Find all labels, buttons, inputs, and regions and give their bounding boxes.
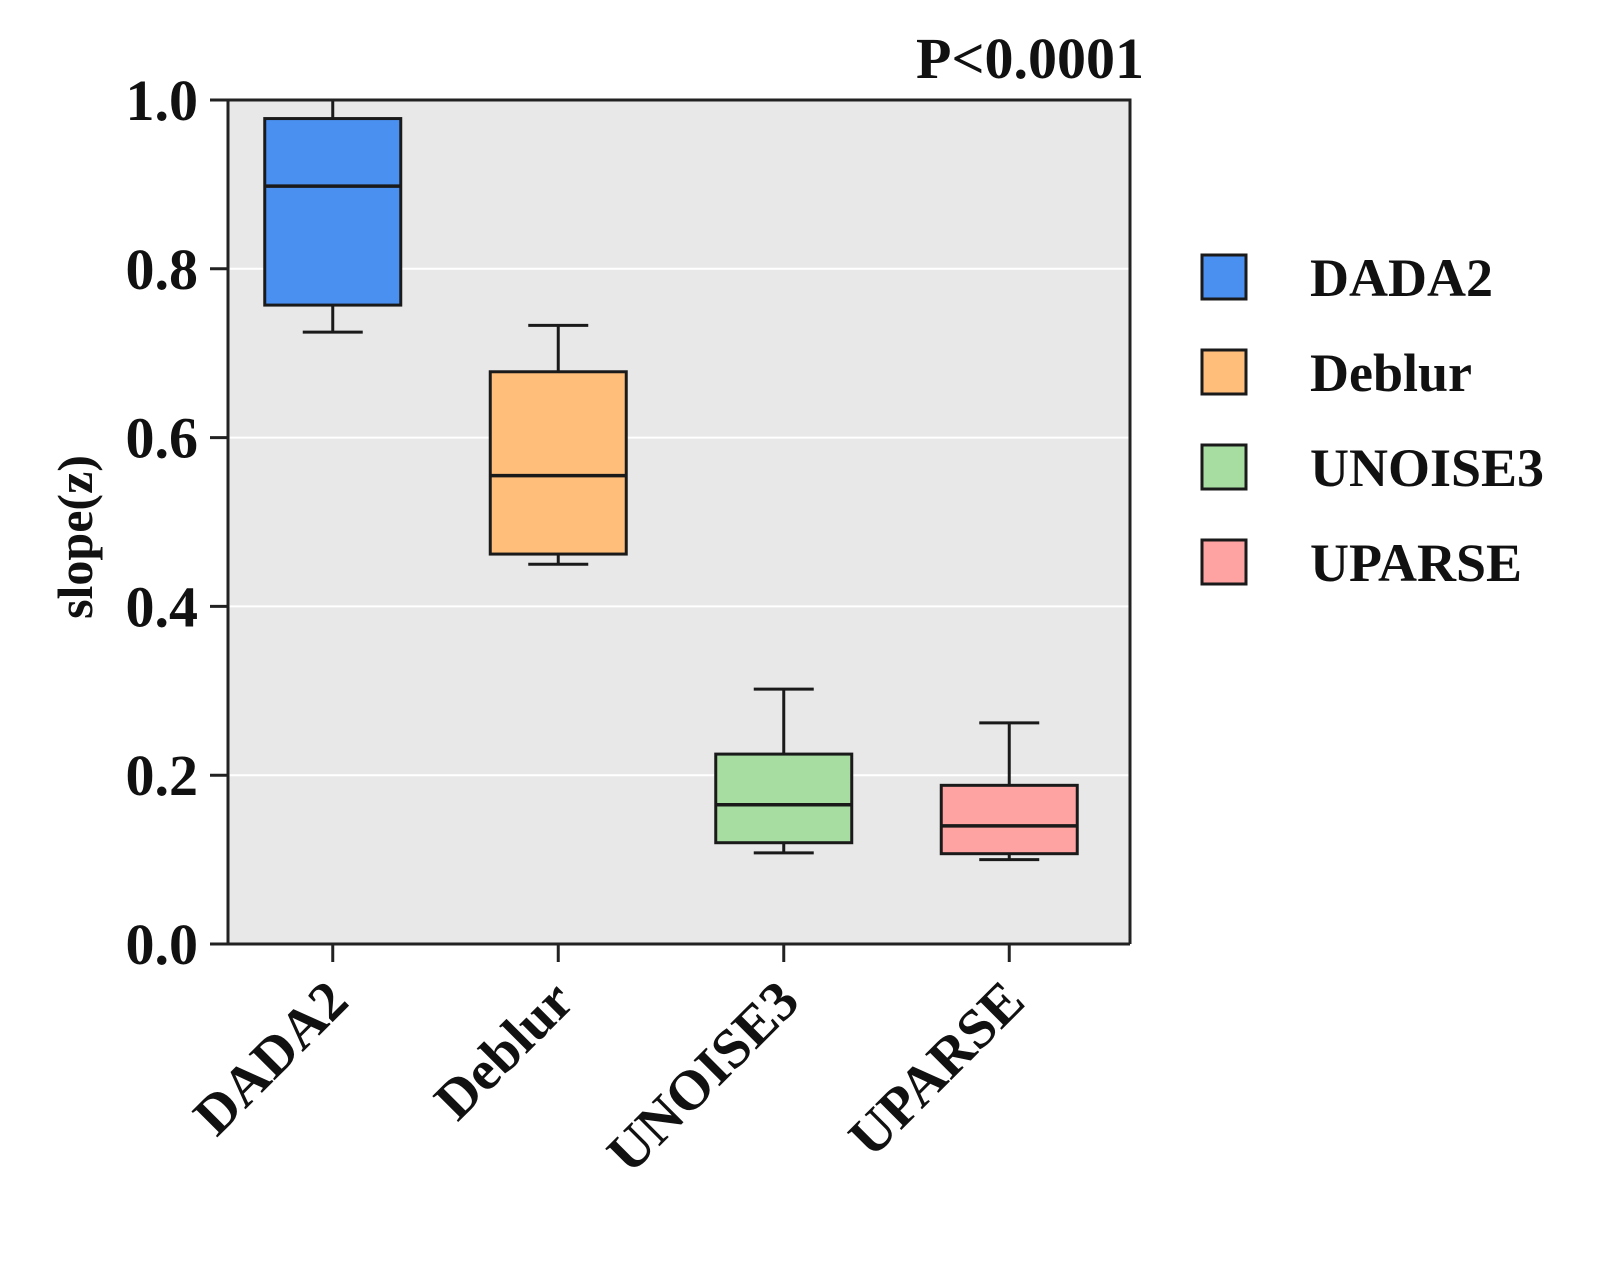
x-tick-label: UPARSE [837,969,1036,1168]
x-tick-label: DADA2 [182,969,360,1147]
legend-label: UPARSE [1310,533,1522,593]
iqr-box [488,370,628,556]
y-axis-title: slope(z) [47,455,103,619]
box-uparse [939,721,1079,862]
legend-swatch [1200,348,1248,396]
box-unoise3 [714,687,854,855]
p-value-annotation: P<0.0001 [916,26,1144,91]
legend-item-deblur: Deblur [1200,343,1472,403]
legend-label: Deblur [1310,343,1472,403]
boxes [263,98,1079,862]
box-dada2 [263,98,403,334]
y-tick-label: 1.0 [126,68,199,133]
y-tick-label: 0.0 [126,912,199,977]
iqr-box [263,117,403,307]
axes [226,98,1132,946]
x-tick-label: UNOISE3 [595,969,810,1184]
legend-item-uparse: UPARSE [1200,533,1522,593]
legend-label: UNOISE3 [1310,438,1544,498]
legend-swatch [1200,443,1248,491]
legend-swatch [1200,253,1248,301]
legend-swatch [1200,538,1248,586]
legend-item-unoise3: UNOISE3 [1200,438,1544,498]
y-axis-ticks: 0.0 0.2 0.4 0.6 0.8 1.0 [126,68,228,977]
x-tick-label: Deblur [423,969,586,1132]
x-axis-ticks: DADA2 Deblur UNOISE3 UPARSE [182,944,1036,1185]
box-deblur [488,323,628,566]
iqr-box [714,752,854,845]
y-tick-label: 0.8 [126,237,199,302]
y-tick-label: 0.4 [126,574,199,639]
legend: DADA2 Deblur UNOISE3 UPARSE [1200,248,1544,593]
y-tick-label: 0.2 [126,743,199,808]
iqr-box [939,783,1079,856]
legend-item-dada2: DADA2 [1200,248,1493,308]
legend-label: DADA2 [1310,248,1493,308]
y-tick-label: 0.6 [126,406,199,471]
